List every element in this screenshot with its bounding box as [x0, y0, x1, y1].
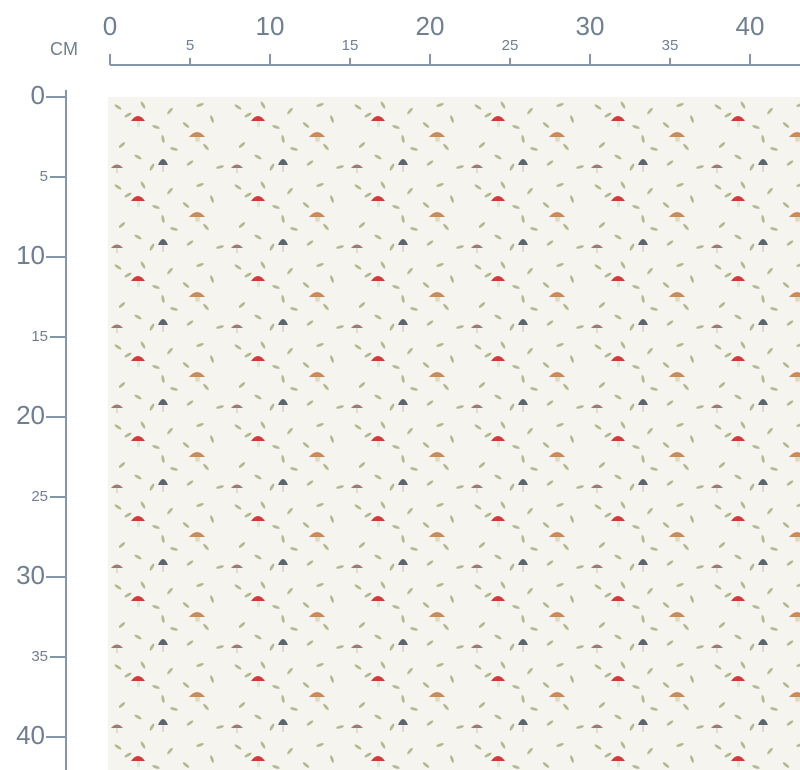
left-tick-label: 20 — [16, 400, 45, 430]
fabric-swatch — [108, 97, 800, 770]
left-tick-label: 30 — [16, 560, 45, 590]
left-tick-label: 5 — [40, 168, 48, 185]
left-tick-label: 25 — [31, 488, 48, 505]
top-tick-label: 20 — [416, 11, 445, 41]
left-tick-label: 10 — [16, 240, 45, 270]
top-tick-label: 5 — [186, 37, 194, 54]
top-tick-label: 15 — [342, 37, 359, 54]
top-tick-label: 10 — [256, 11, 285, 41]
top-tick-label: 0 — [103, 11, 117, 41]
unit-label: CM — [50, 39, 78, 59]
left-tick-label: 0 — [31, 80, 45, 110]
top-tick-label: 40 — [736, 11, 765, 41]
left-tick-label: 40 — [16, 720, 45, 750]
top-tick-label: 35 — [662, 37, 679, 54]
left-tick-label: 35 — [31, 648, 48, 665]
top-tick-label: 30 — [576, 11, 605, 41]
top-tick-label: 25 — [502, 37, 519, 54]
left-tick-label: 15 — [31, 328, 48, 345]
